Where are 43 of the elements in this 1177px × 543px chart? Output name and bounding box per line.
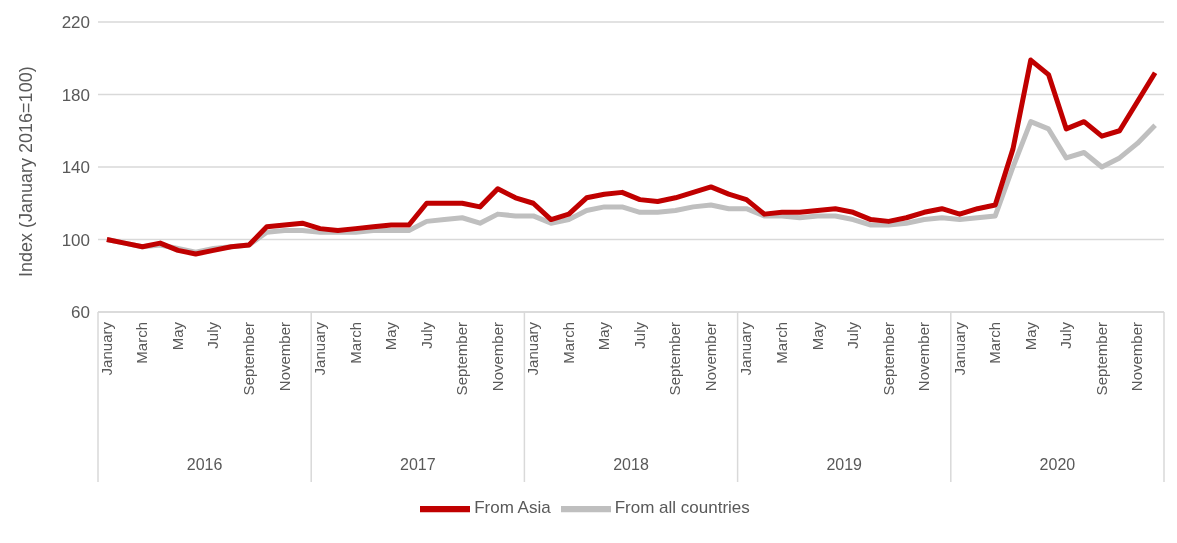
x-tick-label: May [595, 321, 613, 351]
x-tick-label: November [275, 322, 293, 392]
x-tick-label: May [168, 321, 186, 351]
x-tick-label: March [986, 322, 1004, 364]
y-tick-label: 140 [61, 158, 90, 178]
x-tick-label: July [204, 321, 222, 349]
y-axis-title: Index (January 2016=100) [16, 66, 37, 277]
y-tick-label: 220 [61, 13, 90, 33]
x-tick-label: July [630, 321, 648, 349]
legend-label: From Asia [474, 498, 551, 518]
x-tick-label: September [666, 322, 684, 396]
x-tick-label: May [1021, 321, 1039, 351]
x-tick-label: January [524, 321, 542, 376]
y-tick-label: 100 [61, 230, 90, 250]
text: 2020 [1039, 456, 1076, 473]
x-tick-label: January [950, 321, 968, 376]
x-tick-label: July [417, 321, 435, 349]
x-tick-label: November [915, 322, 933, 392]
x-tick-label: November [701, 322, 719, 392]
x-tick-label: March [133, 322, 151, 364]
x-tick-label: July [1057, 321, 1075, 349]
x-tick-label: November [1128, 322, 1146, 392]
text: 2017 [400, 456, 436, 473]
x-tick-label: March [559, 322, 577, 364]
text: 2018 [613, 456, 649, 473]
text: 2016 [186, 456, 223, 473]
x-tick-label: March [773, 322, 791, 364]
legend-label: From all countries [614, 498, 750, 518]
x-tick-label: March [346, 322, 364, 364]
text: 2019 [826, 456, 863, 473]
x-tick-label: January [311, 321, 329, 376]
x-tick-label: September [240, 322, 258, 396]
x-tick-label: September [1092, 322, 1110, 396]
x-tick-label: January [737, 321, 755, 376]
x-tick-label: September [879, 322, 897, 396]
x-tick-label: November [488, 322, 506, 392]
y-tick-label: 60 [71, 303, 90, 323]
x-tick-label: July [844, 321, 862, 349]
y-tick-label: 180 [61, 85, 90, 105]
x-tick-label: September [453, 322, 471, 396]
x-tick-label: May [382, 321, 400, 351]
x-tick-label: January [97, 321, 115, 376]
x-tick-label: May [808, 321, 826, 351]
